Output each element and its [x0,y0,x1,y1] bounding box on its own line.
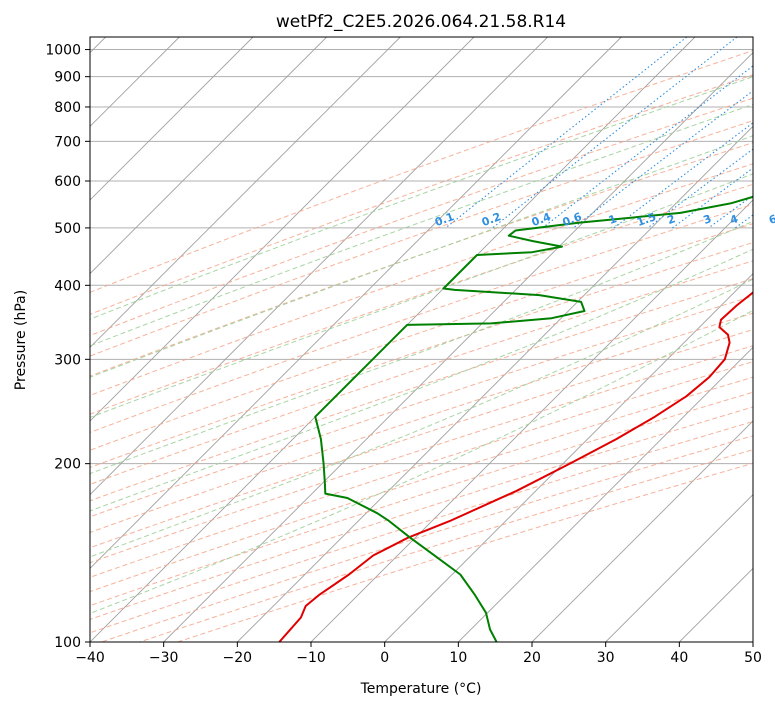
temperature-profile-line [278,291,753,642]
mixing-ratio-line [672,167,753,229]
moist-adiabat-line [90,278,753,558]
moist-adiabat-line [90,248,753,512]
mixing-ratio-label: 1.5 [635,210,658,229]
mixing-ratio-label: 1 [607,212,619,227]
mixing-ratio-label: 0.1 [433,210,456,229]
dry-adiabat-line [177,462,753,642]
isotherm-line [458,346,753,642]
moist-adiabat-line [90,173,753,418]
chart-title: wetPf2_C2E5.2026.064.21.58.R14 [276,12,566,32]
x-tick-label: −20 [223,650,253,666]
dry-adiabat-line [90,260,753,485]
dry-adiabat-line [90,183,753,415]
mixing-ratio-line [542,65,753,229]
dry-adiabat-line [90,97,753,337]
dry-adiabat-line [90,361,753,578]
dry-adiabat-line [90,278,753,502]
dry-adiabat-line [90,376,753,593]
mixing-ratio-label: 2 [665,212,677,227]
x-tick-label: −40 [75,650,105,666]
moist-adiabat-line [90,309,753,614]
x-tick-label: −30 [149,650,179,666]
x-tick-label: −10 [296,650,326,666]
mixing-ratio-label: 0.4 [530,210,553,229]
moist-adiabat-line [90,220,753,475]
mixing-ratio-label: 0.2 [480,210,503,229]
isotherm-line [752,641,753,642]
dry-adiabat-line [90,223,753,451]
dry-adiabat-line [90,345,753,564]
plot-frame [89,36,754,643]
dry-adiabat-line [90,50,753,293]
y-axis-label: Pressure (hPa) [13,290,29,390]
y-tick-label: 900 [54,70,81,86]
dry-adiabat-line [90,329,753,549]
x-tick-label: 20 [523,650,541,666]
isotherm-line [90,37,548,496]
moist-adiabat-line [90,135,753,378]
isotherm-line [163,52,753,642]
moist-adiabat-line [90,103,753,347]
y-tick-label: 1000 [45,43,81,59]
isotherm-line [90,37,327,275]
dry-adiabat-line [90,120,753,357]
mixing-ratio-line [613,122,753,229]
mixing-ratio-line [492,37,738,229]
dry-adiabat-line [90,241,753,469]
y-tick-label: 800 [54,100,81,116]
moist-adiabat-line [90,76,753,320]
y-tick-label: 200 [54,457,81,473]
y-tick-label: 400 [54,278,81,294]
x-tick-label: 40 [670,650,688,666]
mixing-ratio-label: 0.6 [561,210,584,229]
y-tick-label: 500 [54,221,81,237]
y-tick-label: 700 [54,134,81,150]
mixing-ratio-label: 3 [702,212,714,227]
isotherm-line [531,420,753,642]
isotherm-line [310,199,753,642]
mixing-ratio-line [445,37,688,229]
dry-adiabat-line [90,391,753,607]
isotherm-line [90,37,254,201]
dry-adiabat-line [90,295,753,518]
dry-adiabat-line [90,163,753,396]
mixing-ratio-label: 4 [728,212,740,227]
isotherm-line [384,273,753,642]
x-tick-label: 0 [380,650,389,666]
isotherm-line [679,567,753,642]
x-axis-label: Temperature (°C) [360,681,482,697]
isotherm-line [90,37,622,569]
x-tick-label: 30 [597,650,615,666]
mixing-ratio-label: 6 [767,212,775,227]
dry-adiabat-line [101,435,753,642]
x-tick-label: 10 [449,650,467,666]
x-tick-label: 50 [744,650,762,666]
y-tick-label: 300 [54,352,81,368]
isotherm-line [90,37,475,422]
dry-adiabat-line [90,312,753,533]
isotherm-line [237,125,753,642]
isotherm-line [605,494,753,642]
dry-adiabat-line [90,74,753,315]
dewpoint-profile-line [314,195,753,642]
dry-adiabat-line [139,449,753,642]
y-tick-label: 600 [54,174,81,190]
y-tick-label: 100 [54,635,81,651]
dry-adiabat-line [90,142,753,377]
dry-adiabat-line [90,203,753,434]
isotherm-line [90,37,401,348]
